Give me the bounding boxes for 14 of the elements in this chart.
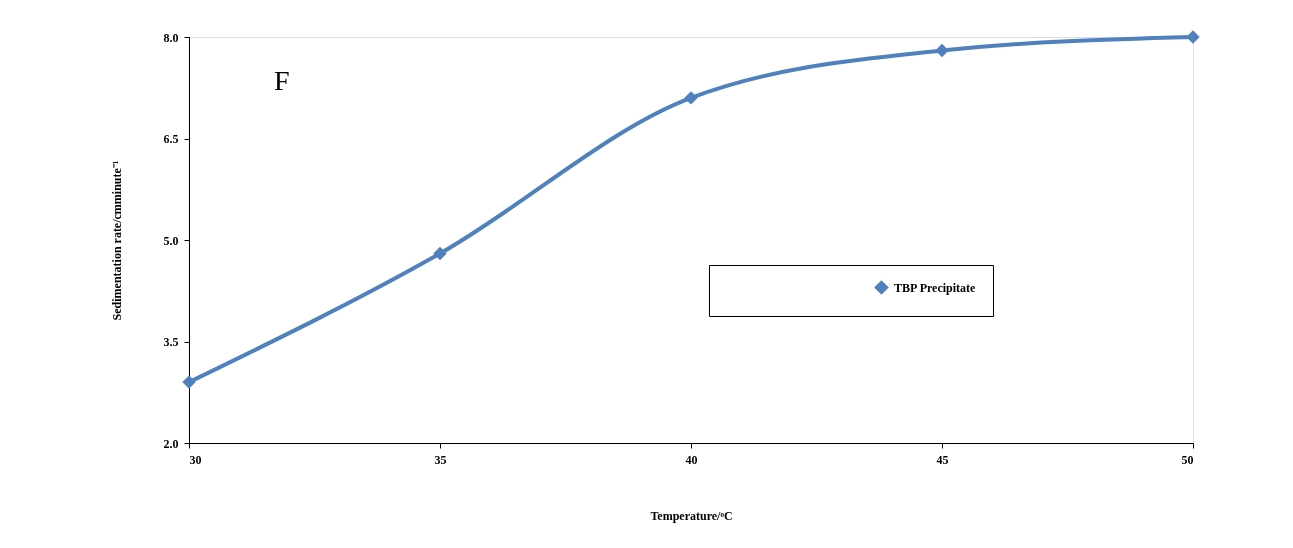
y-tick-label: 6.5 bbox=[163, 132, 179, 146]
x-tick-label: 50 bbox=[1181, 452, 1194, 467]
x-tick-label: 45 bbox=[936, 452, 949, 467]
x-tick-label: 40 bbox=[685, 452, 698, 467]
x-tick-label: 30 bbox=[189, 452, 202, 467]
y-tick-label: 8.0 bbox=[163, 30, 179, 45]
y-tick-label: 2.0 bbox=[163, 436, 179, 451]
x-tick-label: 35 bbox=[434, 452, 447, 467]
x-axis-title: Temperature/ᵒC bbox=[650, 508, 733, 523]
annotation: F bbox=[274, 65, 290, 96]
y-tick-label: 3.5 bbox=[163, 335, 179, 349]
y-axis-title: Sedimentation rate/cmminute⁻¹ bbox=[109, 160, 124, 321]
y-tick-label: 5.0 bbox=[163, 233, 179, 248]
legend-label: TBP Precipitate bbox=[894, 280, 977, 295]
